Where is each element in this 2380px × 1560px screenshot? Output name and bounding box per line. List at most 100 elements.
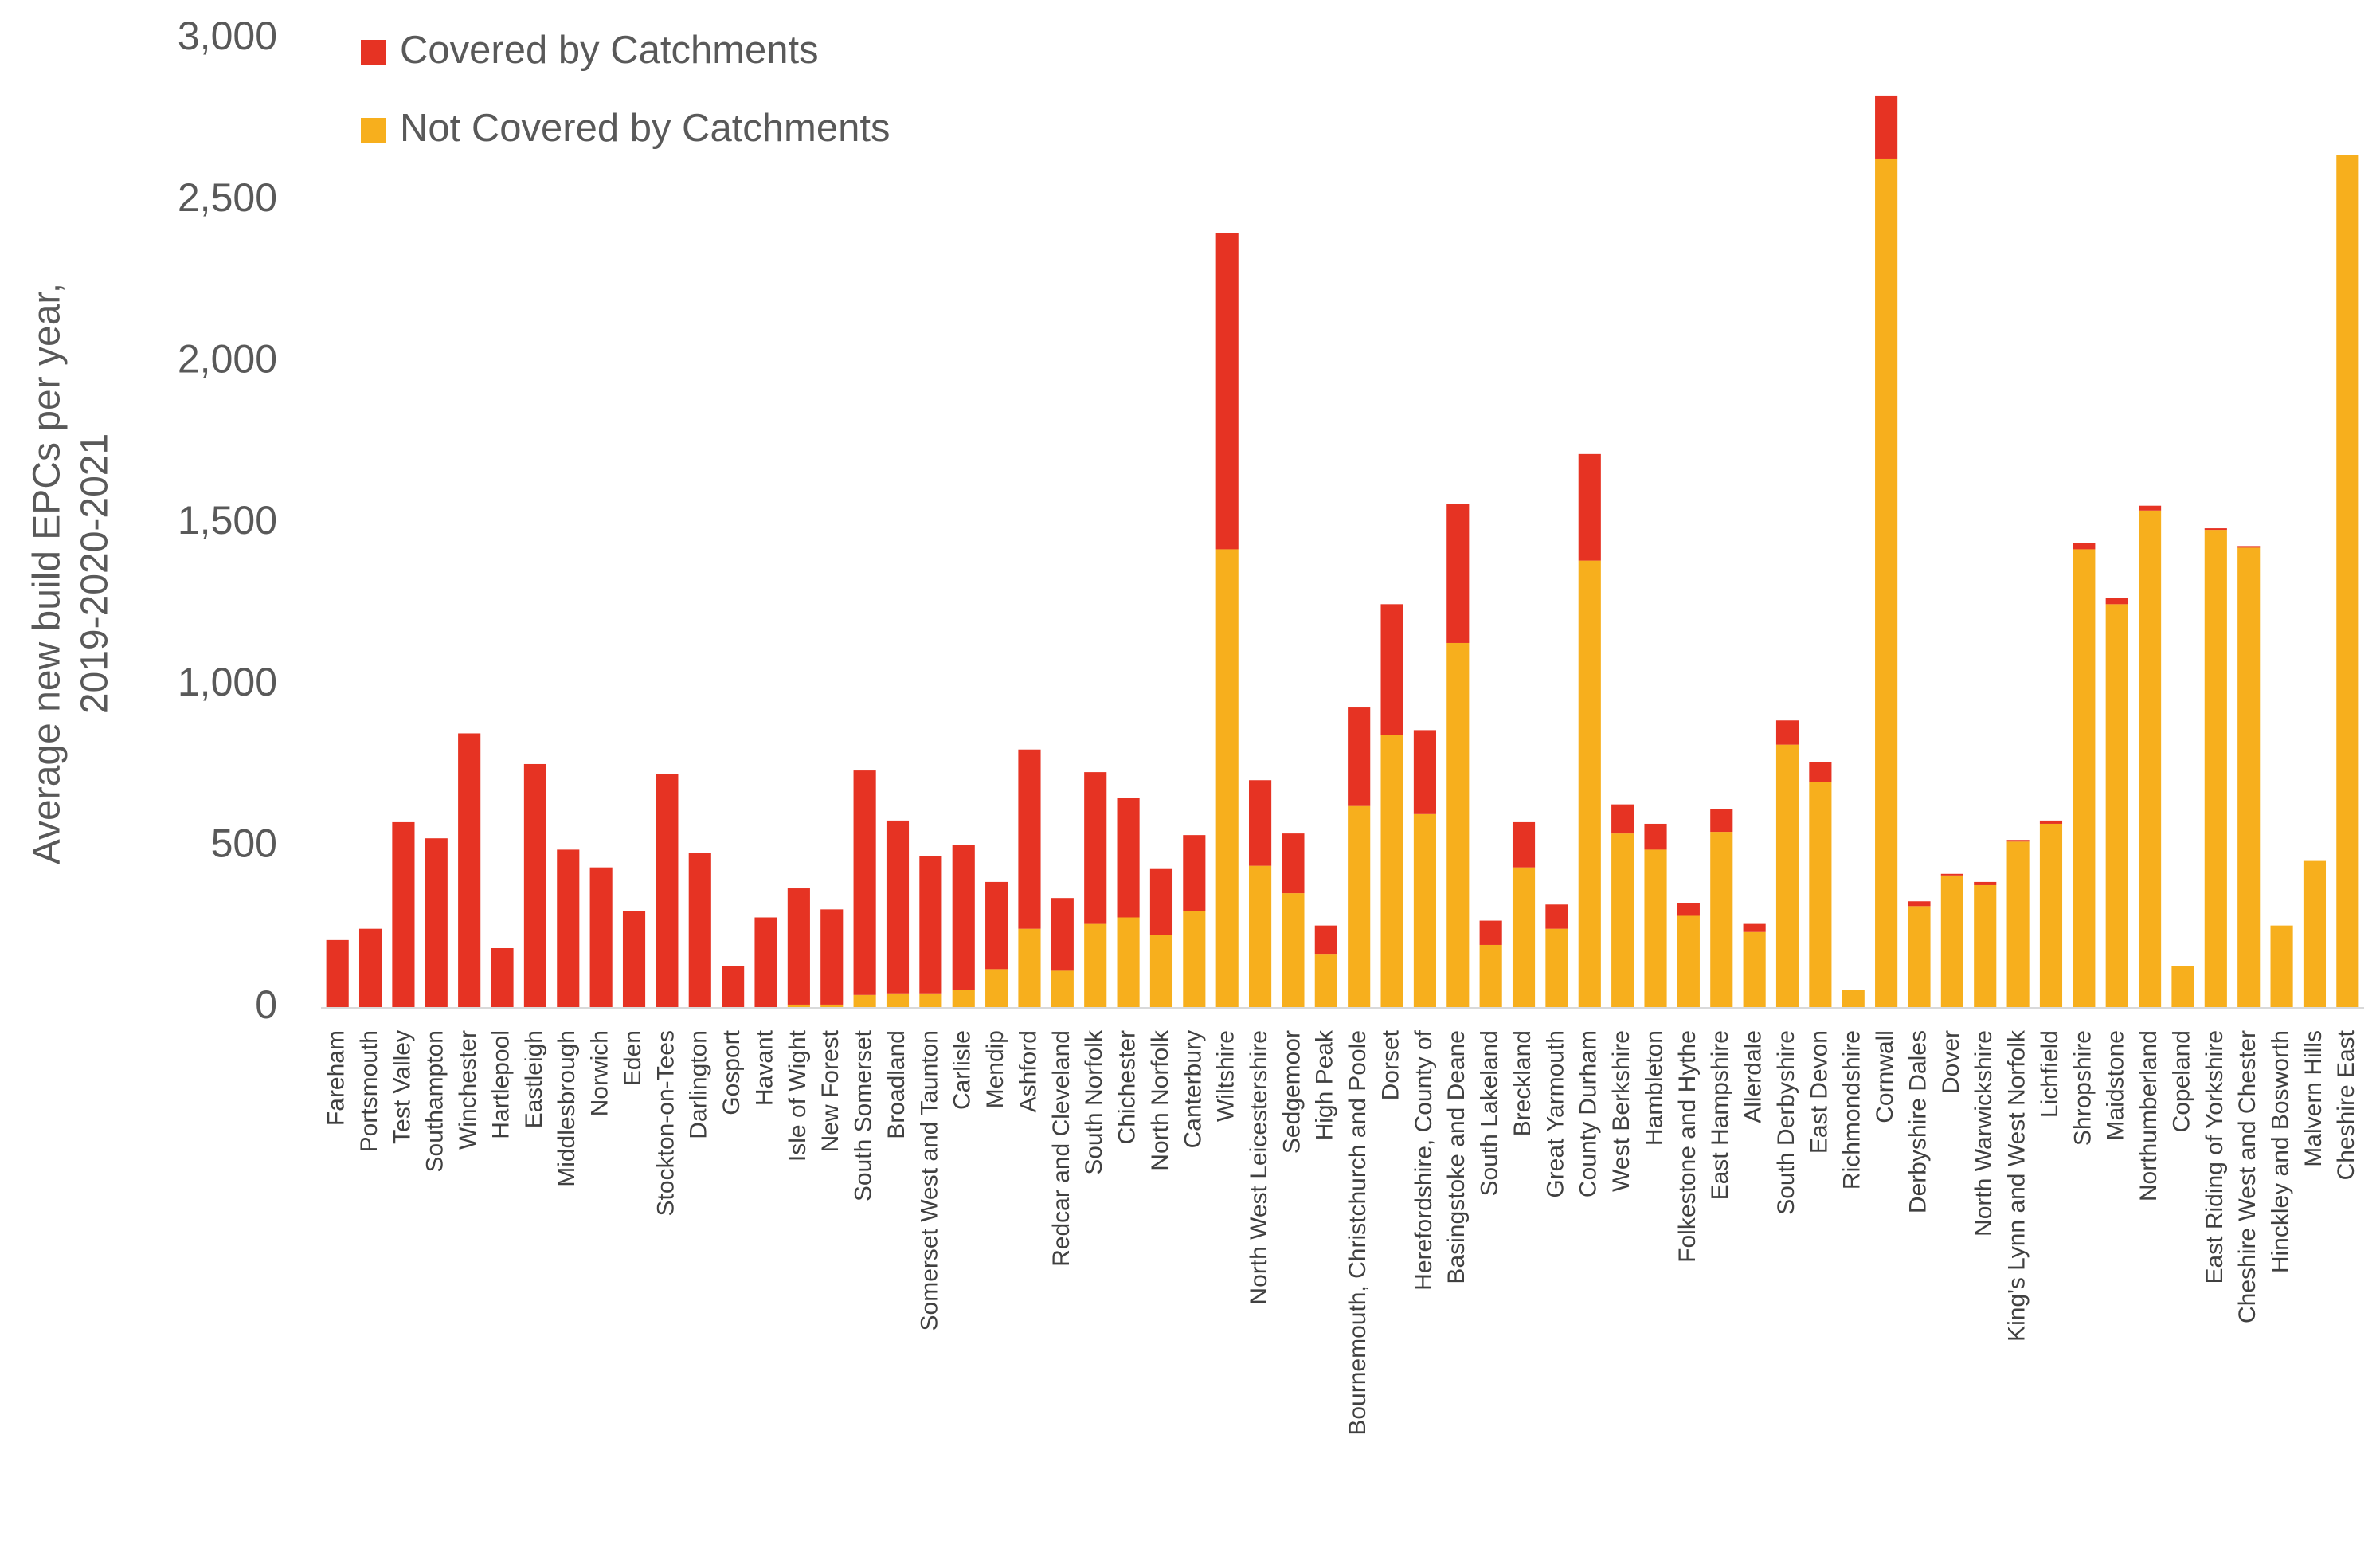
y-axis-title: Average new build EPCs per year, 2019-202… [26, 283, 116, 864]
bar-not-covered [2139, 510, 2162, 1008]
y-tick-label: 1,000 [178, 660, 277, 704]
category-label: Hambleton [1641, 1030, 1667, 1146]
bar-not-covered [2039, 823, 2063, 1008]
bar-not-covered [1348, 805, 1371, 1008]
category-label: Hinckley and Bosworth [2267, 1030, 2293, 1273]
category-label: Carlisle [949, 1030, 976, 1110]
bar-covered [656, 774, 679, 1008]
legend: Covered by Catchments Not Covered by Catc… [361, 29, 891, 150]
category-label: Cheshire West and Chester [2234, 1030, 2261, 1323]
bar-covered [2204, 528, 2227, 531]
category-label: Fareham [323, 1030, 350, 1126]
bar-covered [2039, 820, 2063, 824]
category-label: North Norfolk [1147, 1029, 1173, 1171]
category-label: Middlesbrough [554, 1030, 580, 1187]
category-label: Test Valley [389, 1030, 415, 1144]
bar-not-covered [1380, 735, 1403, 1008]
bar-covered [1875, 95, 1898, 159]
legend-label: Not Covered by Catchments [400, 107, 891, 150]
bar-not-covered [1249, 865, 1272, 1008]
category-label: Malvern Hills [2300, 1030, 2327, 1167]
bar-covered [1215, 233, 1239, 550]
bar-covered [1940, 873, 1963, 876]
bar-not-covered [1413, 813, 1436, 1008]
bar-covered [952, 845, 975, 990]
category-label: Norwich [587, 1030, 613, 1116]
bar-covered [589, 867, 613, 1008]
bar-not-covered [2204, 530, 2227, 1008]
bar-not-covered [1743, 931, 1766, 1008]
legend-label: Covered by Catchments [400, 29, 819, 72]
bar-not-covered [1446, 642, 1470, 1008]
bar-not-covered [820, 1004, 844, 1008]
bar-covered [1974, 881, 1997, 885]
category-label: Ashford [1015, 1030, 1041, 1112]
bar-covered [2006, 840, 2030, 842]
category-label: Cheshire East [2333, 1029, 2359, 1180]
bar-not-covered [1710, 832, 1733, 1008]
category-label: Herefordshire, County of [1411, 1029, 1437, 1290]
bar-covered [1348, 707, 1371, 806]
bar-covered [1084, 772, 1107, 924]
bar-covered [1183, 835, 1206, 911]
bar-not-covered [853, 994, 876, 1008]
bar-not-covered [1215, 549, 1239, 1008]
bar-covered [2237, 546, 2261, 548]
bar-not-covered [1974, 884, 1997, 1008]
bar-not-covered [1611, 833, 1634, 1008]
category-label: South Lakeland [1477, 1030, 1503, 1197]
category-label: Gosport [718, 1029, 745, 1115]
bar-covered [1677, 903, 1700, 916]
category-label: County Durham [1576, 1030, 1602, 1197]
bar-covered [1545, 904, 1568, 929]
bar-not-covered [985, 969, 1008, 1008]
bar-not-covered [2171, 966, 2194, 1008]
category-label: North Warwickshire [1971, 1030, 1997, 1237]
bar-not-covered [2105, 604, 2128, 1008]
bar-not-covered [1940, 875, 1963, 1008]
legend-swatch [361, 40, 386, 65]
category-label: Richmondshire [1839, 1030, 1865, 1190]
y-tick-label: 2,500 [178, 175, 277, 220]
bar-not-covered [1018, 928, 1041, 1008]
bar-covered [853, 770, 876, 995]
category-label: Chichester [1114, 1030, 1141, 1144]
bar-covered [722, 966, 745, 1008]
bar-covered [358, 928, 382, 1008]
category-label: Northumberland [2135, 1030, 2162, 1201]
y-axis-title-line-1: Average new build EPCs per year, [26, 283, 69, 864]
bar-not-covered [1479, 944, 1502, 1008]
y-axis-title-line-2: 2019-2020-2021 [74, 433, 116, 714]
bar-not-covered [1578, 560, 1601, 1008]
bar-covered [919, 856, 942, 994]
bars [326, 95, 2359, 1009]
category-label: Dover [1938, 1030, 1964, 1094]
bar-covered [1578, 453, 1601, 561]
category-label: Darlington [686, 1030, 712, 1139]
bar-covered [622, 911, 646, 1008]
y-axis-ticks: 0 500 1,000 1,500 2,000 2,500 3,000 [178, 14, 277, 1027]
bar-not-covered [2303, 860, 2327, 1008]
bar-covered [2073, 543, 2096, 550]
category-label: Maidstone [2103, 1030, 2129, 1140]
category-label: Copeland [2168, 1030, 2194, 1132]
category-label: Derbyshire Dales [1904, 1030, 1931, 1213]
bar-covered [1249, 780, 1272, 866]
bar-covered [688, 853, 711, 1008]
bar-covered [1051, 898, 1074, 971]
bar-covered [458, 733, 481, 1008]
category-label: East Hampshire [1707, 1030, 1733, 1200]
category-label: King's Lynn and West Norfolk [2004, 1029, 2030, 1342]
bar-not-covered [1875, 158, 1898, 1009]
bar-covered [787, 888, 810, 1005]
bar-not-covered [1908, 906, 1931, 1008]
bar-not-covered [919, 993, 942, 1008]
bar-not-covered [1282, 893, 1305, 1008]
category-label: Shropshire [2069, 1030, 2096, 1146]
category-label: Dorset [1377, 1029, 1403, 1100]
y-tick-label: 0 [255, 982, 277, 1027]
category-label: Havant [751, 1029, 777, 1106]
bar-covered [1743, 923, 1766, 932]
